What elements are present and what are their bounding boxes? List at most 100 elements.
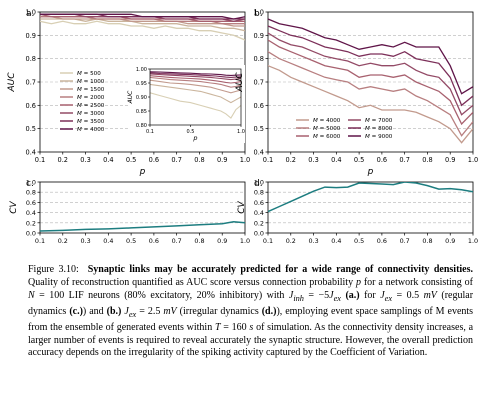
legend-item: M = 1500 — [60, 87, 105, 93]
caption-text: = 2.5 — [139, 305, 161, 317]
legend-value: = 4000 — [320, 118, 341, 124]
x-tick-label: 0.7 — [171, 156, 182, 164]
series-line-4000 — [268, 64, 473, 144]
inset-y-tick-label: 0.80 — [136, 123, 147, 129]
chart-panel-b: 0.1 0.2 0.3 0.4 0.5 0.6 0.7 0.8 0.9 1.00.40.50.60… — [235, 9, 478, 178]
x-tick-label: 0.6 — [149, 237, 159, 245]
legend-label: M = 500 — [77, 71, 101, 77]
y-tick-label: 0.6 — [254, 102, 265, 110]
caption-figure-label: Figure 3.10: — [28, 264, 79, 275]
legend-value: = 3500 — [84, 119, 105, 125]
legend-label: M = 1000 — [77, 79, 105, 85]
plot-area — [268, 182, 473, 213]
panel-label-a: a. — [26, 9, 34, 19]
figure-panels: 0.1 0.2 0.3 0.4 0.5 0.6 0.7 0.8 0.9 1.0 0.4 0.5 0.6 0… — [7, 9, 478, 246]
y-tick-label: 0.5 — [254, 125, 265, 133]
caption-panel-ref: (d.) — [261, 305, 277, 317]
inset-series-line-4000 — [150, 71, 241, 76]
y-tick-label: 0.2 — [254, 219, 264, 227]
inset-y-tick-label: 0.95 — [136, 81, 147, 87]
y-tick-label: 0.4 — [254, 209, 264, 217]
inset-y-tick-label: 0.85 — [136, 109, 147, 115]
series-line-4000 — [40, 13, 245, 20]
panel-label-d: d. — [254, 179, 263, 189]
legend-value: = 7000 — [372, 118, 393, 124]
legend-var: M — [77, 119, 84, 125]
y-tick-label: 0.5 — [26, 125, 37, 133]
x-tick-label: 0.5 — [126, 237, 136, 245]
x-tick-label: 1.0 — [468, 237, 478, 245]
legend-var: M — [77, 103, 84, 109]
series-line-5000 — [268, 50, 473, 137]
legend-item: M = 6000 — [296, 134, 341, 140]
caption-var: J — [124, 305, 129, 317]
inset-y-tick-label: 1.00 — [136, 67, 147, 73]
x-tick-label: 0.6 — [377, 156, 388, 164]
x-tick-label: 0.5 — [354, 156, 365, 164]
inset-x-axis-label: p — [192, 134, 197, 142]
legend-label: M = 7000 — [365, 118, 393, 124]
caption-text: Quality of reconstruction quantified as … — [28, 276, 354, 288]
caption-text: of simulation. As the connectivity densi… — [28, 321, 474, 359]
y-tick-label: 1.0 — [254, 9, 265, 17]
legend-var: M — [77, 95, 84, 101]
caption-var: p — [355, 276, 361, 288]
chart-panel-c: 0.1 0.2 0.3 0.4 0.5 0.6 0.7 0.8 0.9 1.0 0.0 0.2 0.4 0… — [9, 179, 250, 246]
legend-label: M = 3000 — [77, 111, 105, 117]
inset-series-line-1500 — [150, 79, 241, 94]
chart-panel-d: 0.1 0.2 0.3 0.4 0.5 0.6 0.7 0.8 0.9 1.0 0.0 0.2 0.4 0… — [237, 179, 478, 246]
x-tick-label: 0.6 — [377, 237, 387, 245]
x-tick-label: 0.4 — [103, 156, 114, 164]
panel-label-c: c. — [26, 179, 34, 189]
caption-sub: ex — [384, 293, 393, 303]
caption-text: (irregular dynamics — [179, 305, 259, 317]
y-tick-label: 1.0 — [26, 9, 37, 17]
plot-area — [268, 18, 473, 144]
x-tick-label: 0.4 — [331, 156, 342, 164]
caption-text: = 0.5 — [396, 289, 420, 301]
x-tick-label: 0.3 — [80, 237, 90, 245]
caption-var: J — [380, 289, 385, 301]
legend-value: = 3000 — [84, 111, 105, 117]
x-tick-label: 1.0 — [240, 237, 250, 245]
caption-text: = −5 — [308, 289, 330, 301]
legend-var: M — [77, 71, 84, 77]
legend-var: M — [77, 111, 84, 117]
y-axis-label: CV — [237, 200, 247, 213]
plot-area — [40, 13, 245, 41]
inset-series-line-3500 — [150, 72, 241, 78]
caption-text: for a network consisting of — [363, 276, 473, 288]
y-tick-label: 0.6 — [26, 102, 37, 110]
legend-var: M — [313, 118, 320, 124]
legend-item: M = 2000 — [60, 95, 105, 101]
x-tick-label: 0.8 — [194, 237, 204, 245]
caption-panel-ref: (a.) — [345, 289, 360, 301]
caption-unit: mV — [163, 305, 177, 317]
inset-series-line-1000 — [150, 83, 241, 104]
legend-item: M = 5000 — [296, 126, 341, 132]
legend-value: = 2500 — [84, 103, 105, 109]
caption-sub: ex — [128, 309, 137, 319]
series-line-6000 — [268, 39, 473, 126]
legend-label: M = 6000 — [313, 134, 341, 140]
inset-chart: 0.1 0.5 1.0 0.80 0.85 0.90 0.95 1.00 p AUC — [127, 65, 245, 143]
x-tick-label: 0.9 — [217, 156, 228, 164]
legend-value: = 5000 — [320, 126, 341, 132]
x-tick-label: 0.1 — [35, 156, 46, 164]
x-tick-label: 0.8 — [422, 237, 432, 245]
y-tick-label: 0.2 — [26, 219, 36, 227]
inset-series-line-500 — [150, 92, 241, 119]
panel-label-b: b. — [254, 9, 263, 19]
caption-text: ), employing event space samplings of M … — [28, 305, 474, 333]
x-tick-label: 0.2 — [286, 156, 297, 164]
y-tick-label: 1.0 — [254, 179, 264, 187]
x-tick-label: 1.0 — [468, 156, 479, 164]
legend-value: = 1500 — [84, 87, 105, 93]
legend-item: M = 3500 — [60, 119, 105, 125]
series-line-500 — [40, 20, 245, 41]
y-tick-label: 0.7 — [26, 79, 37, 87]
y-axis-label: AUC — [7, 72, 17, 93]
caption-text: (regular dynamics — [28, 289, 474, 317]
legend-value: = 4000 — [84, 127, 105, 133]
caption-text: for — [364, 289, 376, 301]
